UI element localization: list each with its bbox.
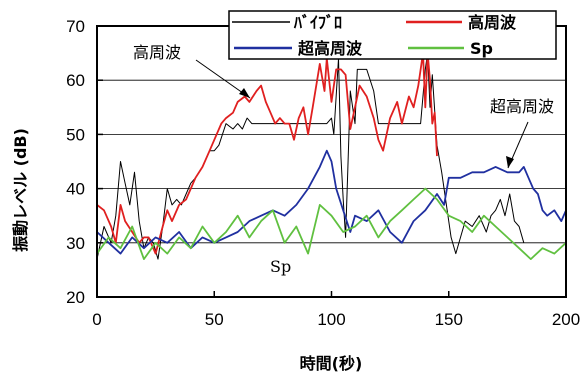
annotation-ultra-high-freq: 超高周波 [490,97,554,116]
gridlines [97,79,566,244]
x-axis-label: 時間(秒) [300,354,363,373]
x-tick-label: 200 [552,310,580,329]
annotation-arrowhead-ultra-high-freq [506,156,514,168]
x-tick-label: 0 [92,310,101,329]
legend-label-vibro: ﾊﾞｲﾌﾞﾛ [293,13,342,32]
y-tick-label: 60 [66,71,85,90]
y-axis-label: 振動レベル (dB) [11,128,30,252]
series-lines [96,52,567,261]
series-line-vibro [96,52,525,260]
y-tick-label: 40 [66,180,85,199]
legend: ﾊﾞｲﾌﾞﾛ 高周波 超高周波 Sp [228,10,557,60]
x-tick-label: 150 [435,310,463,329]
axis-ticks: 20 30 40 50 60 70 0 50 100 150 200 [66,17,580,329]
y-tick-label: 50 [66,125,85,144]
y-tick-label: 20 [66,288,85,307]
x-tick-label: 50 [205,310,224,329]
annotation-arrowhead-high-freq [239,88,250,98]
legend-label-sp: Sp [470,39,493,58]
series-line-high-freq [96,52,438,255]
legend-label-ultra-high-freq: 超高周波 [297,39,363,58]
annotation-sp: Sp [270,257,291,276]
y-tick-label: 30 [66,234,85,253]
y-tick-label: 70 [66,17,85,36]
series-line-sp [96,187,567,261]
legend-label-high-freq: 高周波 [468,13,517,32]
x-tick-label: 100 [317,310,345,329]
legend-box [228,10,557,60]
series-line-ultra-high-freq [96,149,567,255]
annotation-high-freq: 高周波 [133,43,181,62]
